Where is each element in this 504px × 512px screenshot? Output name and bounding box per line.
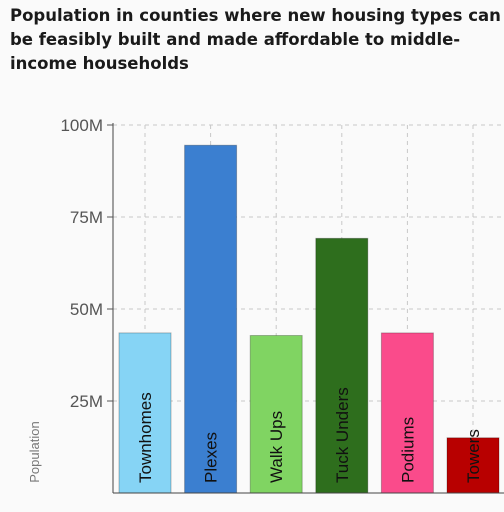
bar-plexes[interactable]: [184, 144, 238, 494]
chart-title: Population in counties where new housing…: [10, 6, 501, 73]
bar-label: Podiums: [398, 417, 417, 483]
bar-townhomes[interactable]: [118, 332, 172, 494]
grid-lines: [113, 124, 504, 493]
bars: [118, 144, 500, 494]
y-axis: 25M 50M 75M 100M: [60, 116, 114, 493]
bar-label: Tuck Unders: [333, 387, 352, 483]
y-axis-label: Population: [27, 421, 42, 482]
y-tick-label: 100M: [60, 116, 103, 135]
bar-podiums[interactable]: [380, 332, 434, 494]
y-tick-label: 25M: [70, 392, 103, 411]
bar-label: Towers: [464, 429, 483, 483]
bar-walk-ups[interactable]: [249, 334, 303, 494]
bar-label: Walk Ups: [267, 411, 286, 483]
bar-label: Townhomes: [136, 392, 155, 483]
bar-towers[interactable]: [446, 437, 500, 494]
y-tick-label: 75M: [70, 208, 103, 227]
y-tick-label: 50M: [70, 300, 103, 319]
bar-labels: Townhomes Plexes Walk Ups Tuck Unders Podium…: [136, 387, 483, 483]
bar-label: Plexes: [202, 432, 221, 483]
bar-tuck-unders[interactable]: [315, 237, 369, 494]
